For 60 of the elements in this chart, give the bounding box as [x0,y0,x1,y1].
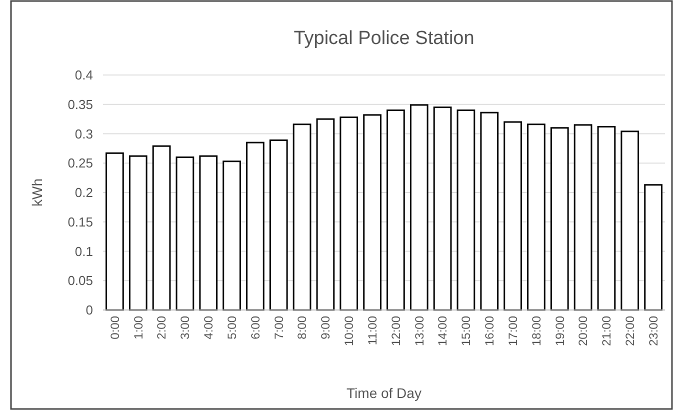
bar [340,116,358,311]
x-tick-label: 3:00 [178,316,192,340]
bar [363,114,382,311]
chart-title: Typical Police Station [294,28,474,49]
x-tick-label: 18:00 [529,316,544,346]
bar [480,112,499,311]
bar [176,156,194,311]
x-tick-label: 8:00 [295,316,310,340]
bar [597,126,616,311]
x-tick-label: 21:00 [600,316,614,346]
x-tick-label: 13:00 [412,316,426,346]
bar [269,139,288,311]
bar [433,106,452,311]
bar [222,160,241,311]
bar [574,124,592,311]
x-tick-label: 4:00 [202,316,216,340]
y-axis-title: kWh [29,178,45,206]
y-tick-label: 0.05 [68,273,93,288]
bar [644,184,662,311]
y-tick-label: 0.1 [74,244,93,259]
bar [550,127,569,311]
y-tick-label: 0.4 [74,68,93,83]
bar [527,124,546,311]
bar [386,110,405,311]
bar [128,155,148,311]
x-tick-label: 9:00 [318,316,333,340]
x-tick-label: 14:00 [436,316,450,346]
y-tick-label: 0.3 [74,126,93,142]
bar [199,155,218,311]
x-tick-label: 22:00 [623,316,638,346]
x-tick-label: 17:00 [506,316,520,346]
x-tick-label: 0:00 [108,316,122,340]
bar [246,142,264,311]
x-tick-label: 7:00 [272,316,286,340]
x-tick-label: 5:00 [224,316,239,340]
x-tick-label: 11:00 [365,316,380,346]
x-tick-label: 16:00 [482,316,497,346]
bar [504,121,522,311]
y-tick-label: 0.15 [68,214,93,230]
y-tick-label: 0.25 [68,156,93,171]
bar [410,104,428,311]
y-tick-label: 0.35 [68,96,93,112]
x-tick-label: 23:00 [646,316,660,346]
x-axis-title: Time of Day [346,385,422,401]
bar [456,110,476,311]
y-tick-label: 0 [86,302,93,318]
x-tick-label: 1:00 [131,316,146,340]
x-tick-label: 10:00 [342,316,356,346]
x-tick-label: 6:00 [248,316,262,340]
x-tick-label: 2:00 [154,316,169,340]
bar [152,145,171,311]
x-tick-label: 12:00 [388,316,403,346]
bar [316,118,335,311]
bar [620,130,640,311]
y-tick-label: 0.2 [74,185,93,200]
bar [292,124,312,311]
bar [106,152,124,311]
x-tick-label: 19:00 [552,316,567,346]
x-tick-label: 20:00 [576,316,590,346]
x-tick-label: 15:00 [459,316,474,346]
